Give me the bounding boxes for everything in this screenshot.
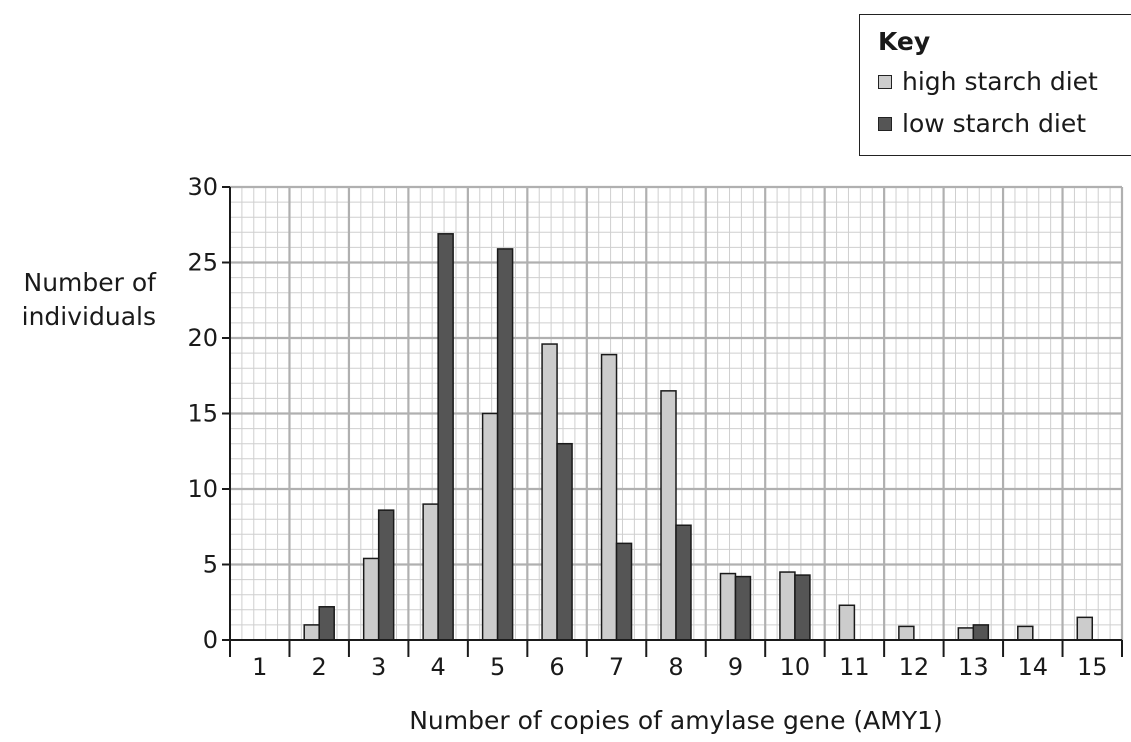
y-tick-label: 10 xyxy=(187,475,218,503)
bar-high-starch-11 xyxy=(838,604,856,641)
bar-high-starch-14 xyxy=(1017,625,1034,641)
legend-swatch-high-starch xyxy=(878,74,892,89)
x-tick-label: 14 xyxy=(1018,653,1049,681)
bar-high-starch-3 xyxy=(362,557,380,641)
bar-high-starch-6 xyxy=(541,343,558,641)
legend-label-low-starch: low starch diet xyxy=(902,109,1087,138)
y-tick-label: 5 xyxy=(203,551,218,579)
y-axis-title: Number of individuals xyxy=(4,266,156,334)
bar-low-starch-5 xyxy=(496,248,514,641)
y-axis-title-line-1: Number of xyxy=(23,268,156,297)
bar-high-starch-10 xyxy=(779,571,796,641)
x-tick-label: 1 xyxy=(252,653,267,681)
bar-low-starch-6 xyxy=(556,442,573,641)
bar-low-starch-13 xyxy=(972,624,990,641)
x-tick-label: 12 xyxy=(899,653,930,681)
x-tick-label: 13 xyxy=(958,653,989,681)
x-tick-label: 5 xyxy=(490,653,505,681)
x-tick-label: 2 xyxy=(312,653,327,681)
bar-high-starch-8 xyxy=(660,390,677,641)
x-tick-label: 8 xyxy=(668,653,683,681)
bar-high-starch-2 xyxy=(303,624,320,641)
bar-high-starch-5 xyxy=(481,412,499,641)
bar-low-starch-10 xyxy=(794,574,811,641)
bar-low-starch-4 xyxy=(437,233,454,641)
bar-high-starch-12 xyxy=(898,625,915,641)
legend-swatch-low-starch xyxy=(878,116,892,131)
bar-high-starch-9 xyxy=(719,572,737,641)
bar-low-starch-7 xyxy=(615,542,633,641)
y-axis-ticks: 0 5 10 15 20 25 30 xyxy=(187,173,230,654)
y-tick-label: 25 xyxy=(187,249,218,277)
legend-item-high-starch: high starch diet xyxy=(878,67,1098,96)
bar-low-starch-8 xyxy=(675,524,692,641)
legend-item-low-starch: low starch diet xyxy=(878,109,1086,138)
bar-high-starch-15 xyxy=(1076,616,1094,641)
bar-low-starch-2 xyxy=(318,606,335,641)
x-tick-label: 6 xyxy=(549,653,564,681)
x-tick-label: 15 xyxy=(1077,653,1108,681)
bars xyxy=(303,233,1094,641)
legend-title: Key xyxy=(878,27,931,56)
x-tick-label: 3 xyxy=(371,653,386,681)
legend: Key high starch diet low starch diet xyxy=(859,14,1131,156)
y-tick-label: 0 xyxy=(203,626,218,654)
bar-high-starch-4 xyxy=(422,503,439,641)
bar-low-starch-9 xyxy=(734,575,752,641)
x-axis-title: Number of copies of amylase gene (AMY1) xyxy=(409,706,943,735)
x-tick-label: 9 xyxy=(728,653,743,681)
bar-high-starch-13 xyxy=(957,627,975,641)
x-tick-label: 11 xyxy=(839,653,870,681)
y-axis-title-line-2: individuals xyxy=(21,302,156,331)
bar-high-starch-7 xyxy=(600,353,618,641)
x-tick-label: 4 xyxy=(430,653,445,681)
bar-low-starch-3 xyxy=(377,509,395,641)
y-tick-label: 30 xyxy=(187,173,218,201)
y-tick-label: 20 xyxy=(187,324,218,352)
x-tick-label: 10 xyxy=(780,653,811,681)
y-tick-label: 15 xyxy=(187,400,218,428)
x-tick-label: 7 xyxy=(609,653,624,681)
legend-label-high-starch: high starch diet xyxy=(902,67,1098,96)
x-axis-ticks: 1 2 3 4 5 6 7 8 9 10 11 12 13 14 15 xyxy=(229,640,1123,681)
